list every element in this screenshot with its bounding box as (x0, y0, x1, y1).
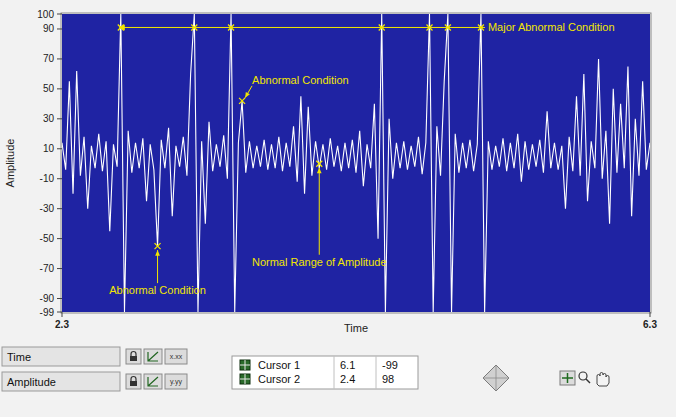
cursor-name: Cursor 1 (258, 359, 300, 371)
y-tick-label: 10 (43, 143, 55, 154)
y-tick-label: 90 (43, 23, 55, 34)
cursor-table-divider (376, 356, 377, 389)
annotation-marker (191, 24, 197, 30)
annotation-marker (427, 24, 433, 30)
scale-legend-name: Amplitude (7, 376, 56, 388)
chart: 1009070503010-10-30-50-70-90-992.36.3Tim… (0, 0, 676, 417)
y-tick (57, 208, 62, 209)
x-tick (650, 312, 651, 317)
annotation-arrowhead (317, 168, 322, 174)
cursor-name: Cursor 2 (258, 373, 300, 385)
cursor-mover[interactable] (483, 365, 509, 391)
annotation-marker (239, 98, 245, 104)
y-tick (57, 58, 62, 59)
autoscale-button[interactable] (144, 374, 162, 389)
annotation-marker (316, 161, 322, 167)
y-tick (57, 88, 62, 89)
cursor-tool[interactable] (560, 371, 575, 385)
y-tick-label: 100 (37, 9, 54, 20)
annotation-marker (228, 24, 234, 30)
annotation-arrowhead (245, 92, 250, 98)
format-button[interactable] (165, 374, 187, 389)
plot-data (62, 14, 650, 312)
format-text: y.yy (170, 378, 182, 386)
x-tick-label: 2.3 (55, 319, 69, 330)
cursor-y: -99 (382, 359, 398, 371)
lock-icon (130, 381, 137, 386)
y-axis-label: Amplitude (4, 139, 16, 188)
zoom-tool-icon (586, 379, 590, 383)
cursor-table-divider (334, 356, 335, 389)
plot-frame-outer (61, 13, 651, 313)
y-tick-label: 30 (43, 113, 55, 124)
lock-icon (131, 377, 136, 382)
y-tick-label: -30 (40, 203, 55, 214)
format-button[interactable] (165, 349, 187, 364)
autoscale-icon (148, 377, 158, 386)
annotation-marker (379, 24, 385, 30)
y-tick-label: 70 (43, 53, 55, 64)
annotation-marker (155, 243, 161, 249)
y-tick (57, 28, 62, 29)
scale-legend-box (2, 347, 120, 366)
annotation-text: Abnormal Condition (252, 74, 349, 86)
cursor-mover-lines (483, 365, 509, 391)
y-tick-label: -99 (40, 307, 55, 318)
annotation-arrowhead (119, 24, 125, 30)
annotation-marker (118, 24, 124, 30)
lock-icon (131, 352, 136, 357)
annotation-text: Major Abnormal Condition (488, 21, 615, 33)
y-tick (57, 118, 62, 119)
annotation-arrow (319, 168, 320, 255)
plot-area (62, 14, 650, 312)
cursor-icon (240, 374, 250, 384)
cursor-icon (240, 360, 250, 370)
annotation-marker (478, 24, 484, 30)
cursor-x: 6.1 (340, 359, 355, 371)
y-tick (57, 178, 62, 179)
lock-button[interactable] (126, 374, 141, 389)
x-tick-label: 6.3 (643, 319, 657, 330)
annotation-marker (445, 24, 451, 30)
cursor-y: 98 (382, 373, 394, 385)
lock-button[interactable] (126, 349, 141, 364)
scale-legend-name: Time (7, 351, 31, 363)
x-tick (62, 312, 63, 317)
format-text: x.xx (170, 353, 183, 360)
y-tick-label: -90 (40, 293, 55, 304)
lock-icon (130, 356, 137, 361)
y-tick-label: 50 (43, 83, 55, 94)
y-tick-label: -10 (40, 173, 55, 184)
cursor-icon (240, 374, 250, 384)
y-tick-label: -70 (40, 263, 55, 274)
annotation-arrow (245, 86, 252, 98)
annotation-text: Abnormal Condition (109, 284, 206, 296)
y-tick-label: -50 (40, 233, 55, 244)
y-tick (57, 238, 62, 239)
pan-tool[interactable] (597, 373, 609, 387)
y-tick (57, 268, 62, 269)
cursor-table (232, 356, 418, 389)
cursor-x: 2.4 (340, 373, 355, 385)
y-tick (57, 312, 62, 313)
cursor-icon (240, 360, 250, 370)
annotation-arrowhead (155, 250, 160, 256)
autoscale-icon (148, 352, 158, 361)
scale-legend-box (2, 372, 120, 391)
y-tick (57, 148, 62, 149)
autoscale-button[interactable] (144, 349, 162, 364)
y-tick (57, 14, 62, 15)
annotation-text: Normal Range of Amplitude (252, 256, 387, 268)
cursor-tool-icon (562, 373, 573, 383)
zoom-tool[interactable] (579, 372, 587, 380)
y-tick (57, 298, 62, 299)
background (0, 0, 676, 417)
signal-line (62, 14, 650, 312)
x-axis-label: Time (344, 322, 368, 334)
